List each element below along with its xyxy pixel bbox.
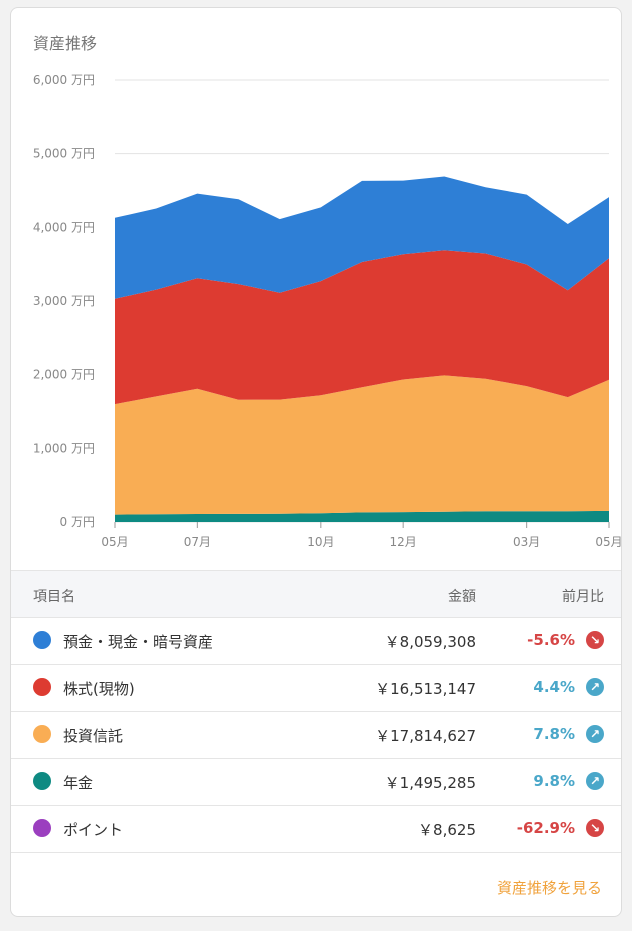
y-tick-label: 1,000 万円 <box>33 441 95 455</box>
x-tick-label: 07月 <box>184 535 211 549</box>
y-tick-label: 3,000 万円 <box>33 294 95 308</box>
legend-dot <box>33 772 51 790</box>
view-asset-trend-link[interactable]: 資産推移を見る <box>496 879 602 897</box>
header-change: 前月比 <box>562 589 604 605</box>
arrow-up-right-icon: ↗ <box>586 725 604 743</box>
y-tick-label: 5,000 万円 <box>33 147 95 161</box>
row-amount: ￥8,059,308 <box>384 633 476 651</box>
table-row[interactable]: ポイント ￥8,625 -62.9% ↘ <box>11 805 621 853</box>
row-amount: ￥1,495,285 <box>384 774 476 792</box>
area-series-預金・現金・暗号資産 <box>115 176 609 299</box>
row-label: 株式(現物) <box>63 680 135 698</box>
table-row[interactable]: 投資信託 ￥17,814,627 7.8% ↗ <box>11 711 621 759</box>
x-tick-label: 05月 <box>595 535 622 549</box>
row-label: 年金 <box>63 774 94 792</box>
x-tick-label: 03月 <box>513 535 540 549</box>
row-label: ポイント <box>63 821 124 839</box>
asset-area-chart: 0 万円 1,000 万円 2,000 万円 3,000 万円 4,000 万円 5,00… <box>33 73 622 549</box>
arrow-down-right-icon: ↘ <box>586 819 604 837</box>
y-tick-label: 4,000 万円 <box>33 220 95 234</box>
table-row[interactable]: 株式(現物) ￥16,513,147 4.4% ↗ <box>11 664 621 712</box>
asset-trend-card: 資産推移 0 万円 1,000 万円 2,000 万円 3,000 万円 4,000 万… <box>10 7 622 917</box>
table-row[interactable]: 預金・現金・暗号資産 ￥8,059,308 -5.6% ↘ <box>11 617 621 665</box>
header-name: 項目名 <box>33 589 75 605</box>
row-change: 9.8% <box>533 772 575 790</box>
row-amount: ￥16,513,147 <box>375 680 476 698</box>
row-change: -5.6% <box>527 631 575 649</box>
table-row[interactable]: 年金 ￥1,495,285 9.8% ↗ <box>11 758 621 806</box>
arrow-up-right-icon: ↗ <box>586 678 604 696</box>
legend-dot <box>33 725 51 743</box>
x-tick-label: 12月 <box>390 535 417 549</box>
table-header: 項目名 金額 前月比 <box>11 570 621 618</box>
row-label: 預金・現金・暗号資産 <box>63 633 214 651</box>
legend-dot <box>33 678 51 696</box>
header-amount: 金額 <box>448 589 476 605</box>
y-tick-label: 2,000 万円 <box>33 368 95 382</box>
area-series-株式(現物) <box>115 250 609 405</box>
card-title: 資産推移 <box>33 34 98 53</box>
y-tick-label: 6,000 万円 <box>33 73 95 87</box>
x-tick-label: 05月 <box>101 535 128 549</box>
arrow-down-right-icon: ↘ <box>586 631 604 649</box>
row-change: 4.4% <box>533 678 575 696</box>
area-series-年金 <box>115 510 609 522</box>
row-amount: ￥8,625 <box>418 821 476 839</box>
legend-dot <box>33 819 51 837</box>
row-change: -62.9% <box>516 819 575 837</box>
arrow-up-right-icon: ↗ <box>586 772 604 790</box>
row-change: 7.8% <box>533 725 575 743</box>
row-amount: ￥17,814,627 <box>375 727 476 745</box>
x-tick-label: 10月 <box>307 535 334 549</box>
area-series-投資信託 <box>115 375 609 515</box>
legend-dot <box>33 631 51 649</box>
row-label: 投資信託 <box>63 727 124 745</box>
y-tick-label: 0 万円 <box>60 515 95 529</box>
